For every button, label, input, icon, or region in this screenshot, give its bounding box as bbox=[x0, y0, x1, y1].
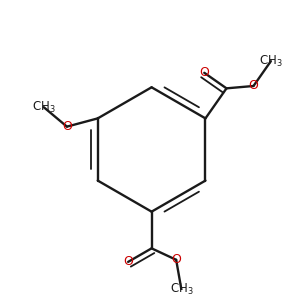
Text: O: O bbox=[171, 253, 181, 266]
Text: O: O bbox=[123, 255, 133, 268]
Text: CH$_3$: CH$_3$ bbox=[32, 100, 56, 115]
Text: CH$_3$: CH$_3$ bbox=[169, 282, 193, 297]
Text: O: O bbox=[199, 66, 209, 79]
Text: CH$_3$: CH$_3$ bbox=[259, 54, 283, 69]
Text: O: O bbox=[62, 120, 72, 133]
Text: O: O bbox=[249, 80, 258, 92]
